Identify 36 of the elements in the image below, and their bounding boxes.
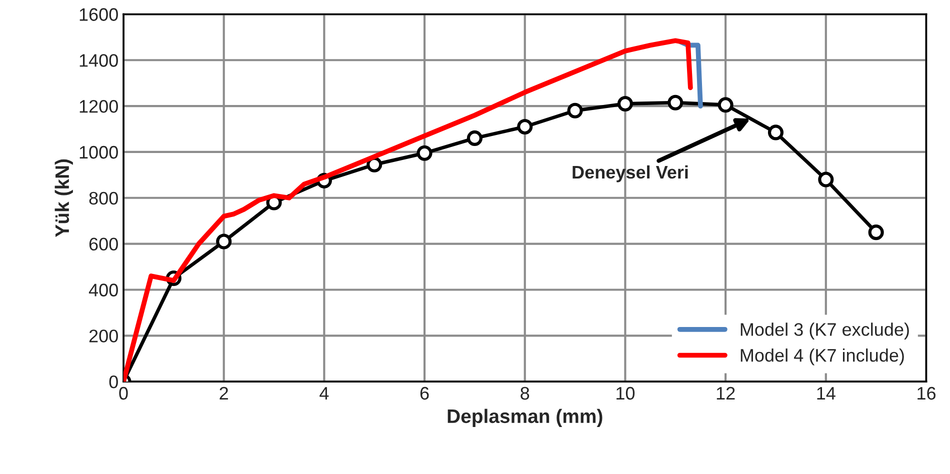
- x-tick-label: 14: [817, 387, 836, 400]
- point: [216, 234, 232, 250]
- annotation: Deneysel Veri: [572, 165, 688, 182]
- y-tick-label: 1400: [80, 54, 118, 67]
- point: [416, 145, 432, 161]
- y-axis-title: Yük (kN): [54, 159, 73, 237]
- point: [718, 97, 734, 113]
- x-tick-label: 16: [918, 386, 936, 400]
- x-tick-label: 12: [716, 386, 735, 400]
- point: [768, 124, 784, 140]
- y-tick-label: 1200: [80, 100, 118, 113]
- y-tick-label: 0: [109, 376, 118, 388]
- point: [617, 96, 633, 112]
- y-tick-label: 1000: [80, 146, 118, 159]
- y-tick-label: 600: [89, 238, 118, 251]
- x-tick-label: 6: [420, 386, 429, 400]
- x-tick-label: 8: [520, 386, 530, 400]
- point: [517, 118, 533, 134]
- point: [567, 102, 583, 118]
- point: [466, 130, 482, 146]
- point: [868, 224, 884, 240]
- y-tick-label: 800: [89, 192, 118, 205]
- legend-label: Model 3 (K7 exclude): [740, 322, 909, 340]
- point: [366, 156, 382, 172]
- x-tick-label: 2: [220, 386, 228, 400]
- point: [818, 172, 834, 188]
- x-tick-label: 10: [616, 386, 635, 400]
- x-tick-label: 0: [119, 386, 128, 400]
- x-tick-label: 4: [320, 387, 329, 400]
- point: [668, 94, 684, 110]
- legend-label: Model 4 (K7 include): [740, 348, 904, 366]
- y-tick-label: 1600: [80, 8, 118, 21]
- y-tick-label: 200: [89, 330, 118, 342]
- line-series: [124, 38, 693, 382]
- x-axis-title: Deplasman (mm): [448, 408, 602, 427]
- y-tick-label: 400: [88, 284, 118, 296]
